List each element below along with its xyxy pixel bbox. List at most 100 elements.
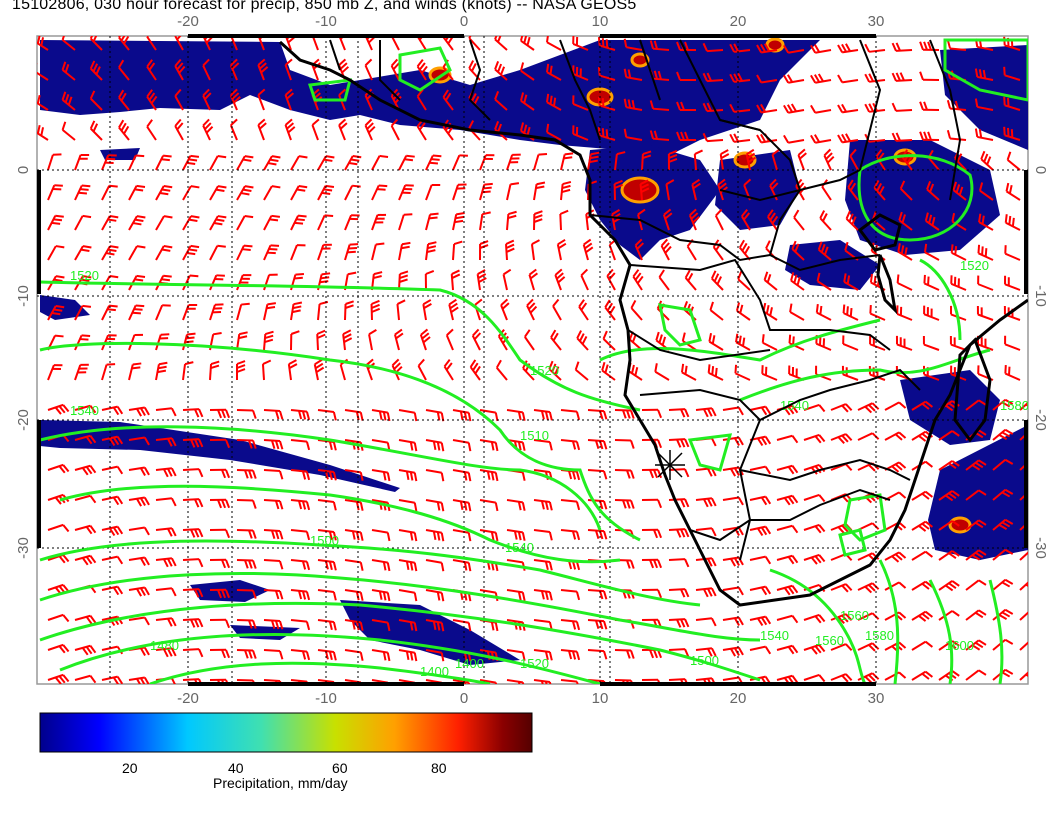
wind-barb (128, 586, 150, 597)
contour-label: 1520 (530, 363, 559, 378)
wind-barb (837, 74, 859, 84)
wind-barb (560, 529, 581, 541)
wind-barb (101, 215, 119, 231)
wind-barb (830, 433, 853, 444)
wind-barb (425, 469, 445, 482)
wind-barb (236, 529, 257, 539)
wind-barb (209, 618, 231, 629)
wind-barb (442, 89, 454, 111)
wind-barb (830, 643, 853, 652)
wind-barb (506, 153, 521, 171)
wind-barb (735, 333, 751, 351)
wind-barb (614, 409, 635, 419)
wind-barb (398, 499, 418, 512)
wind-barb (977, 275, 994, 291)
wind-barb (923, 274, 940, 291)
wind-barb (783, 44, 805, 54)
wind-barb (236, 155, 254, 171)
lon-tick-label-bottom: -10 (315, 690, 337, 707)
wind-barb (884, 581, 907, 591)
wind-barb (911, 400, 934, 411)
wind-barb (494, 121, 508, 141)
precip-east-c (785, 240, 880, 290)
wind-barb (390, 36, 400, 51)
contour-label: 1540 (505, 540, 534, 555)
wind-barb (668, 648, 690, 658)
wind-barb (924, 212, 940, 231)
wind-barb (452, 409, 472, 422)
wind-barb (938, 460, 960, 471)
wind-barb (1004, 335, 1021, 351)
contour-label: 1500 (690, 653, 719, 668)
contour-labels: 1520 1540 1520 1540 1510 1500 1540 1480 1400 1400… (70, 258, 1028, 679)
contour-label: 1520 (70, 268, 99, 283)
wind-barb (155, 497, 177, 507)
wind-barb (390, 88, 402, 111)
border-line (629, 258, 891, 351)
wind-barb (533, 679, 553, 684)
africa-coast (278, 40, 1028, 607)
wind-barb (128, 215, 146, 231)
wind-barb (263, 529, 284, 540)
wind-barb (425, 559, 445, 572)
wind-barb (398, 559, 418, 572)
wind-barb (398, 409, 418, 422)
wind-barb (182, 361, 194, 381)
wind-barb (469, 359, 481, 381)
wind-barb (101, 154, 117, 171)
wind-barb (749, 525, 772, 537)
wind-barb (597, 36, 616, 51)
wind-barb (1003, 66, 1021, 81)
contour-line (59, 632, 601, 684)
wind-barb (560, 180, 572, 201)
wind-barb (146, 89, 158, 111)
wind-barb (396, 299, 406, 321)
wind-barb (803, 403, 826, 413)
axis-labels: -20 -20 -10 -10 0 0 10 10 20 20 30 30 0 0 -10 -10 -20 -20… (15, 13, 1049, 707)
wind-barb (639, 179, 650, 201)
wind-barb (819, 210, 832, 231)
wind-barb (911, 670, 934, 681)
wind-barb (37, 122, 49, 141)
wind-barb (342, 329, 353, 351)
border-line (589, 214, 881, 272)
wind-barb (965, 459, 987, 471)
precip-core-f (948, 516, 972, 534)
wind-barb (572, 125, 589, 141)
wind-barb (545, 93, 562, 111)
wind-barb (371, 529, 391, 542)
wind-barb (533, 152, 548, 171)
border-line (719, 169, 861, 202)
wind-barb (559, 209, 569, 231)
wind-barb (1019, 548, 1028, 561)
wind-barb (946, 129, 967, 141)
lake-victoria-coast (857, 213, 902, 252)
wind-barb (572, 95, 589, 111)
wind-barb (202, 58, 211, 81)
wind-barb (452, 619, 472, 632)
wind-barb (695, 407, 717, 418)
wind-barb (74, 304, 92, 321)
wind-barb (209, 468, 231, 479)
wind-barb (452, 469, 472, 482)
contour-line (39, 341, 641, 542)
wind-barb (290, 649, 311, 661)
wind-barb (843, 273, 859, 291)
border-line (689, 488, 891, 542)
wind-barb (668, 468, 690, 478)
wind-barb (313, 358, 325, 381)
wind-barb (287, 359, 298, 381)
wind-barb (911, 580, 934, 591)
wind-barb (174, 88, 184, 111)
wind-barb (965, 639, 987, 651)
wind-barb (938, 520, 960, 531)
wind-barb (649, 40, 670, 51)
precip-south-streak-b (340, 600, 520, 665)
wind-barb (810, 44, 832, 54)
precip-core-a (620, 176, 660, 204)
wind-barb (174, 118, 184, 141)
wind-barb (290, 439, 311, 451)
wind-barb (364, 118, 376, 141)
wind-barb (587, 529, 608, 540)
wind-barb (47, 643, 70, 654)
